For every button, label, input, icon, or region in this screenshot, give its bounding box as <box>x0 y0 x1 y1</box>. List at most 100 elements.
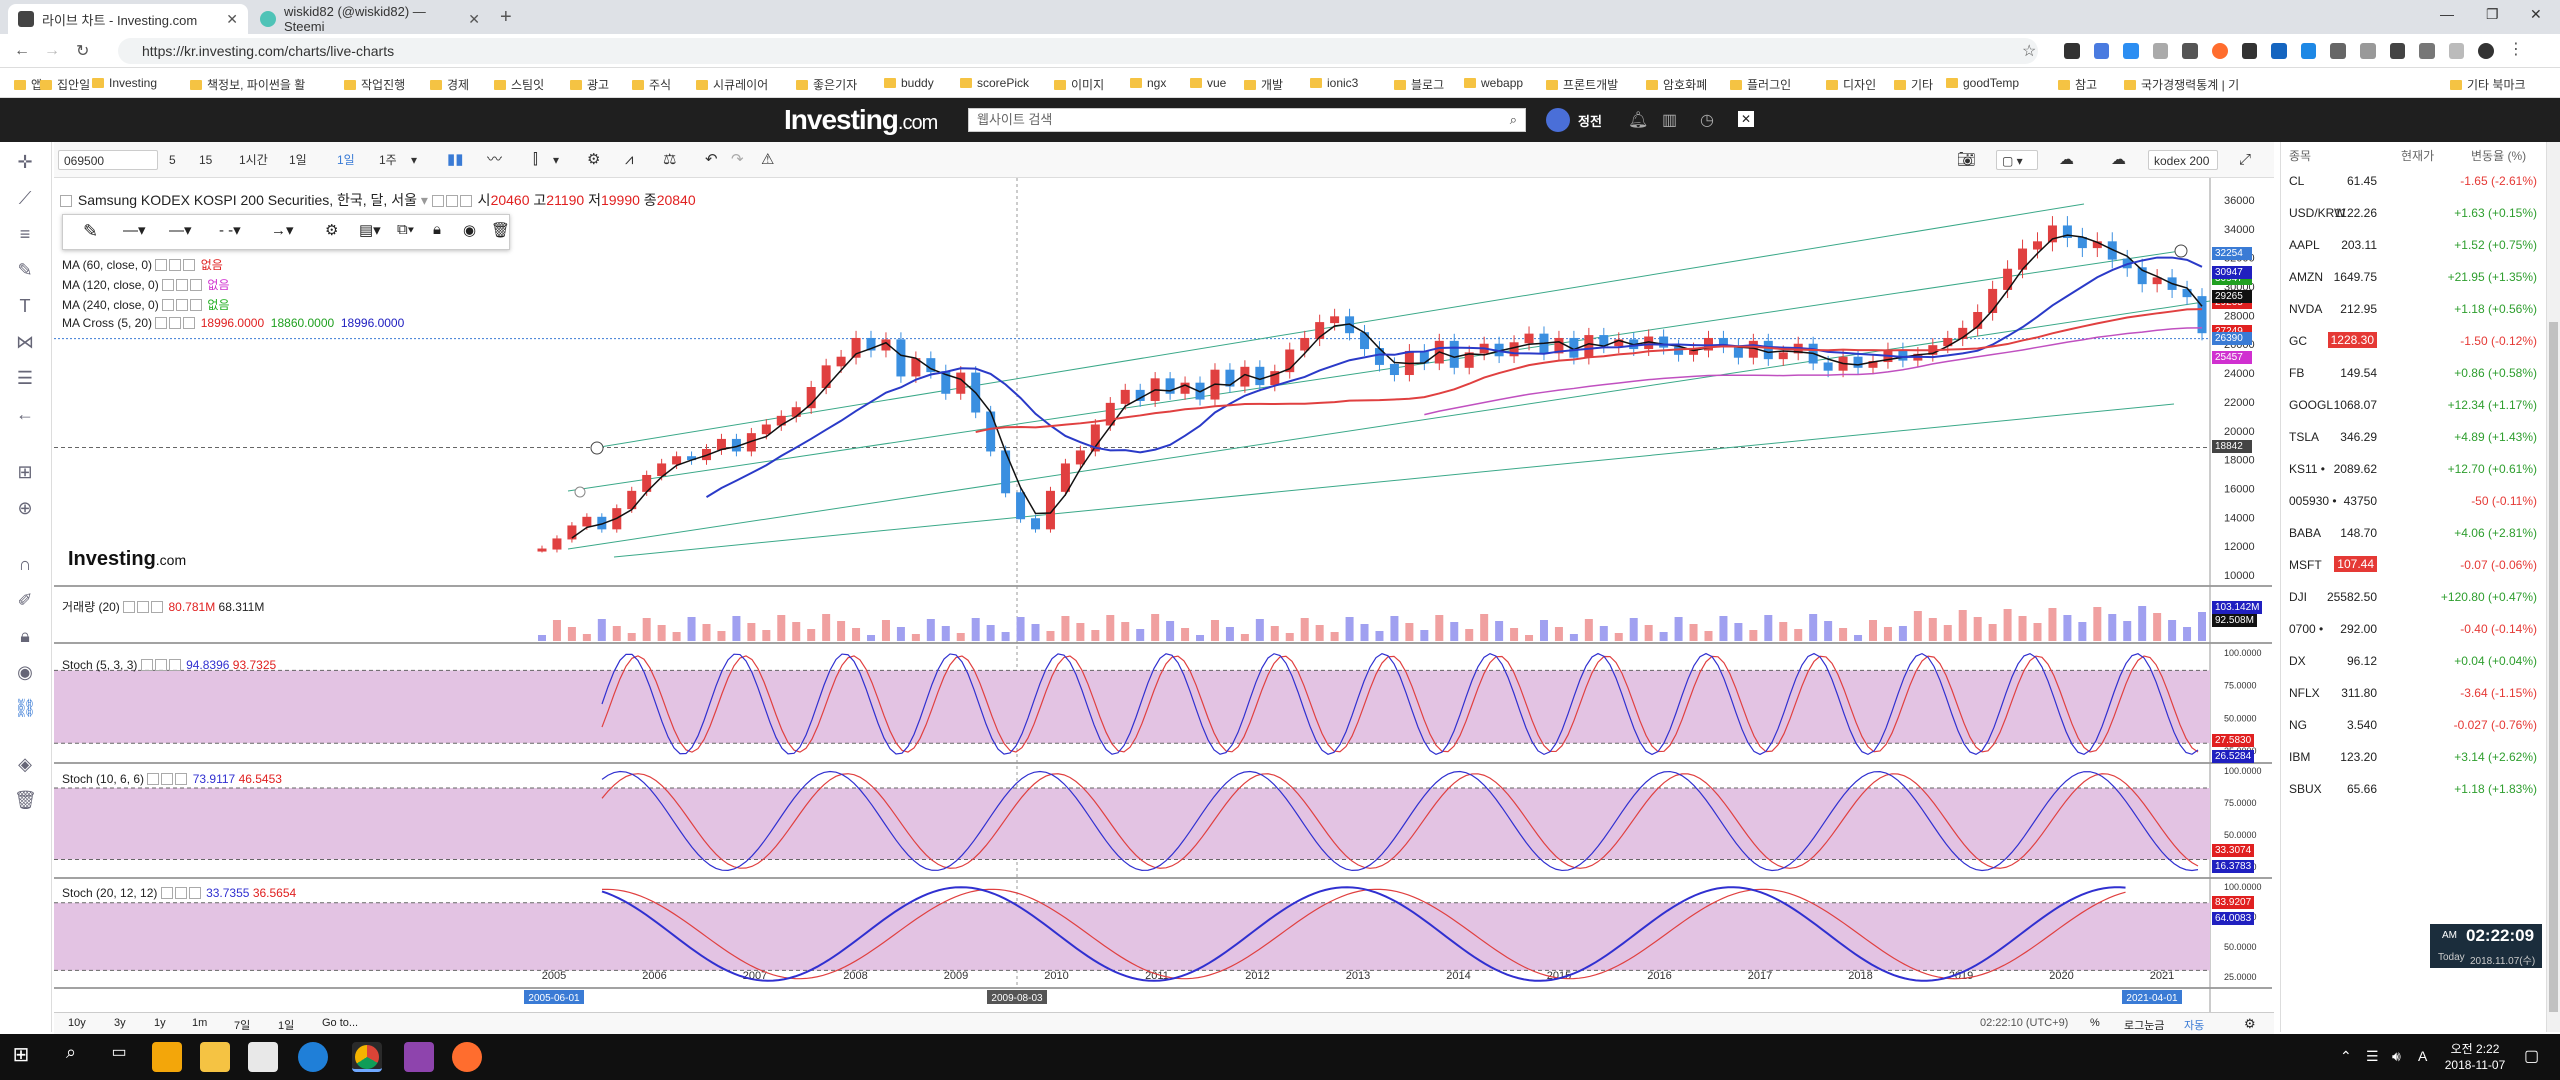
app-icon[interactable] <box>404 1042 434 1072</box>
extension-icon[interactable] <box>2300 43 2317 59</box>
gear-icon[interactable]: ⚙ <box>325 222 339 239</box>
taskbar-time[interactable]: 오전 2:22 <box>2450 1042 2500 1056</box>
bookmark-item[interactable]: 책정보, 파이썬을 활 <box>190 76 305 93</box>
reload-icon[interactable]: ↻ <box>76 43 90 60</box>
range-button[interactable]: 7일 <box>234 1020 251 1032</box>
watchlist-row[interactable]: TSLA 346.29 +4.89 (+1.43%) <box>2281 422 2547 454</box>
indicators-icon[interactable]: ⩘ <box>625 151 634 168</box>
copy-icon[interactable]: ⧉▾ <box>397 221 415 238</box>
bookmark-item[interactable]: 작업진행 <box>344 76 405 93</box>
watchlist-row[interactable]: BABA 148.70 +4.06 (+2.81%) <box>2281 518 2547 550</box>
site-search-input[interactable]: 웹사이트 검색 ⌕ <box>968 108 1526 132</box>
watchlist-symbol[interactable]: 0700 • <box>2289 622 2324 636</box>
browser-tab-active[interactable]: 라이브 차트 - Investing.com ✕ <box>8 4 248 34</box>
bookmark-item[interactable]: 시큐레이어 <box>696 76 768 93</box>
zoom-icon[interactable]: ⊕ <box>17 498 33 518</box>
bookmark-item[interactable]: Investing <box>92 76 157 90</box>
extension-icon[interactable] <box>2448 43 2465 59</box>
percent-toggle[interactable]: % <box>2090 1017 2100 1029</box>
extension-icon[interactable] <box>2152 43 2169 59</box>
bars-icon[interactable]: ⫿ <box>533 151 538 168</box>
fib-icon[interactable]: ≡ <box>19 224 31 244</box>
fib-retracement-icon[interactable]: ☰ <box>16 368 34 388</box>
scrollbar-thumb[interactable] <box>2549 322 2558 1012</box>
layers-icon[interactable]: ◈ <box>18 754 32 774</box>
template-icon[interactable]: ▤▾ <box>359 222 381 239</box>
minimize-button[interactable]: — <box>2440 6 2454 22</box>
profile-avatar-icon[interactable] <box>2478 43 2494 59</box>
bookmark-item[interactable]: 앱 <box>14 76 42 93</box>
gear-icon[interactable] <box>169 317 182 329</box>
bookmark-item[interactable]: 디자인 <box>1826 76 1876 93</box>
line-dash-icon[interactable]: - -▾ <box>219 222 241 239</box>
cloud-icon[interactable]: ☁ <box>2059 151 2074 168</box>
extension-icon[interactable] <box>2211 43 2228 59</box>
cloud-upload-icon[interactable]: ☁ <box>2111 151 2126 168</box>
watchlist-symbol[interactable]: AAPL <box>2289 238 2320 252</box>
arrow-left-icon[interactable]: ← <box>16 404 34 424</box>
close-icon[interactable]: ✕ <box>468 10 480 27</box>
new-tab-button[interactable]: + <box>500 6 512 28</box>
range-button[interactable]: 1일 <box>278 1020 295 1032</box>
watchlist-row[interactable]: DX 96.12 +0.04 (+0.04%) <box>2281 646 2547 678</box>
pattern-icon[interactable]: ⋈ <box>16 332 34 352</box>
fullscreen-icon[interactable]: ⤢ <box>2239 151 2252 168</box>
extension-icon[interactable] <box>2241 43 2258 59</box>
forward-icon[interactable]: → <box>44 42 60 59</box>
mail-icon[interactable] <box>248 1042 278 1072</box>
eye-icon[interactable] <box>155 317 168 329</box>
watchlist-symbol[interactable]: BABA <box>2289 526 2322 540</box>
text-icon[interactable]: T <box>19 296 31 316</box>
eye-icon[interactable]: ◉ <box>17 662 33 682</box>
watchlist-row[interactable]: KS11 • 2089.62 +12.70 (+0.61%) <box>2281 454 2547 486</box>
alert-icon[interactable]: ⚠ <box>761 151 775 168</box>
gear-icon[interactable]: ⚙ <box>2244 1016 2256 1031</box>
bookmark-item[interactable]: 이미지 <box>1054 76 1104 93</box>
tray-chevron-icon[interactable]: ⌃ <box>2340 1048 2352 1064</box>
interval-button[interactable]: 1시간 <box>239 153 268 167</box>
ime-icon[interactable]: A <box>2418 1048 2428 1064</box>
close-icon[interactable]: ✕ <box>1738 111 1754 127</box>
extension-icon[interactable] <box>2064 43 2080 59</box>
eye-icon[interactable]: ◉ <box>463 222 477 239</box>
brush-icon[interactable]: ✎ <box>17 260 33 280</box>
magnet-icon[interactable]: ∩ <box>18 554 32 574</box>
close-icon[interactable] <box>168 659 181 671</box>
close-icon[interactable] <box>175 773 188 785</box>
watchlist-row[interactable]: FB 149.54 +0.86 (+0.58%) <box>2281 358 2547 390</box>
search-icon[interactable]: ⌕ <box>1509 112 1517 127</box>
chevron-down-icon[interactable]: ▾ <box>411 153 418 167</box>
bookmark-item[interactable]: scorePick <box>960 76 1029 90</box>
range-button[interactable]: 1y <box>154 1017 166 1029</box>
bookmark-item[interactable]: goodTemp <box>1946 76 2019 90</box>
watchlist-symbol[interactable]: TSLA <box>2289 430 2320 444</box>
bookmark-item[interactable]: 국가경쟁력통계 | 기 <box>2124 76 2239 93</box>
back-icon[interactable]: ← <box>14 42 30 59</box>
eye-icon[interactable] <box>431 195 444 207</box>
app-icon[interactable] <box>452 1042 482 1072</box>
gear-icon[interactable] <box>154 659 167 671</box>
range-button[interactable]: 1m <box>192 1017 208 1029</box>
watchlist-row[interactable]: NVDA 212.95 +1.18 (+0.56%) <box>2281 294 2547 326</box>
bookmark-item[interactable]: 좋은기자 <box>796 76 857 93</box>
investing-logo[interactable]: Investing.com <box>784 104 938 136</box>
watchlist-symbol[interactable]: SBUX <box>2289 782 2322 796</box>
chrome-icon[interactable] <box>352 1042 382 1072</box>
gear-icon[interactable] <box>161 773 174 785</box>
trendline-icon[interactable]: ⟋ <box>18 188 32 208</box>
range-button[interactable]: 3y <box>114 1017 126 1029</box>
watchlist-symbol[interactable]: NVDA <box>2289 302 2323 316</box>
user-name[interactable]: 정전 <box>1578 114 1602 129</box>
undo-icon[interactable]: ↶ <box>705 151 718 168</box>
watchlist-symbol[interactable]: NFLX <box>2289 686 2320 700</box>
windows-start-icon[interactable]: ⊞ <box>12 1044 30 1066</box>
window-close-button[interactable]: ✕ <box>2530 6 2542 22</box>
close-icon[interactable] <box>183 259 196 271</box>
watchlist-symbol[interactable]: NG <box>2289 718 2307 732</box>
taskbar-date[interactable]: 2018-11-07 <box>2444 1058 2506 1072</box>
extension-icon[interactable] <box>2419 43 2435 59</box>
store-icon[interactable] <box>152 1042 182 1072</box>
compare-input[interactable]: kodex 200 <box>2148 150 2218 170</box>
watchlist-row[interactable]: 005930 • 43750 -50 (-0.11%) <box>2281 486 2547 518</box>
bookmark-item[interactable]: 광고 <box>570 76 609 93</box>
